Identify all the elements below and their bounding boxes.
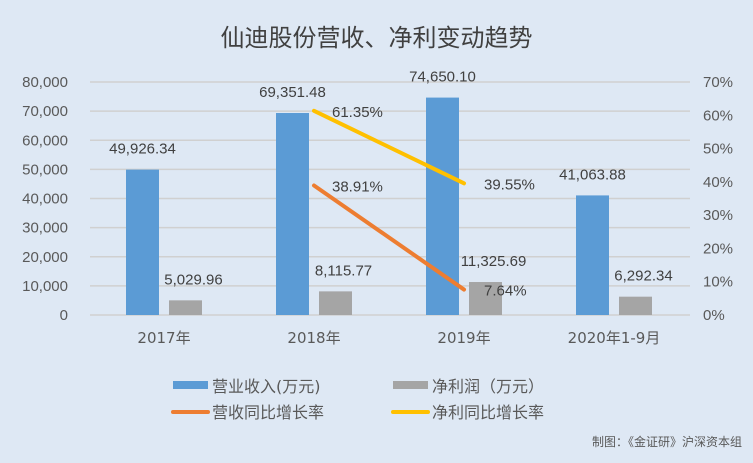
left-tick-label: 60,000 [22, 132, 68, 149]
left-axis: 0 10,000 20,000 30,000 40,000 50,000 60,000 70,… [22, 74, 68, 324]
legend-label: 净利润（万元） [432, 377, 544, 396]
revenue-growth-line [312, 183, 466, 292]
right-tick-label: 60% [703, 107, 733, 124]
line-data-label: 61.35% [332, 104, 383, 121]
category-label: 2017年 [137, 329, 190, 347]
net-profit-growth-line [312, 108, 466, 186]
right-tick-label: 70% [703, 74, 733, 91]
left-tick-label: 20,000 [22, 249, 68, 266]
legend-label: 营收同比增长率 [212, 403, 324, 422]
revenue-bar [276, 113, 309, 315]
bar-data-label: 5,029.96 [164, 271, 222, 288]
right-axis: 0% 10% 20% 30% 40% 50% 60% 70% [703, 74, 733, 324]
gridlines [90, 81, 690, 316]
right-tick-label: 40% [703, 174, 733, 191]
bar-data-label: 49,926.34 [109, 141, 176, 158]
left-tick-label: 70,000 [22, 103, 68, 120]
right-tick-label: 0% [703, 307, 725, 324]
line-data-label: 7.64% [484, 283, 527, 300]
bars: 49,926.34 69,351.48 74,650.10 41,063.88 5,02… [109, 69, 673, 316]
left-tick-label: 0 [60, 307, 68, 324]
net-profit-bar [619, 296, 652, 315]
chart-title: 仙迪股份营收、净利变动趋势 [220, 24, 533, 52]
bar-data-label: 69,351.48 [259, 84, 326, 101]
lines: 38.91% 7.64% 61.35% 39.55% [312, 104, 535, 300]
bar-data-label: 6,292.34 [614, 268, 672, 285]
legend: 营业收入(万元) 净利润（万元） 营收同比增长率 净利同比增长率 [171, 377, 544, 422]
net-profit-bar [169, 300, 202, 315]
legend-swatch [173, 381, 208, 389]
right-tick-label: 50% [703, 141, 733, 158]
left-tick-label: 10,000 [22, 278, 68, 295]
revenue-bar [426, 97, 459, 316]
right-tick-label: 30% [703, 207, 733, 224]
line-data-label: 39.55% [484, 176, 535, 193]
right-tick-label: 20% [703, 240, 733, 257]
legend-label: 净利同比增长率 [432, 403, 544, 422]
right-tick-label: 10% [703, 274, 733, 291]
net-profit-bar [469, 282, 502, 315]
left-tick-label: 30,000 [22, 220, 68, 237]
left-tick-label: 50,000 [22, 161, 68, 178]
category-label: 2018年 [287, 329, 340, 347]
revenue-bar [576, 195, 609, 315]
bar-data-label: 11,325.69 [461, 253, 527, 270]
left-tick-label: 80,000 [22, 74, 68, 91]
legend-label: 营业收入(万元) [212, 377, 321, 396]
bar-data-label: 41,063.88 [559, 166, 626, 183]
bar-data-label: 8,115.77 [315, 262, 372, 279]
revenue-bar [126, 169, 159, 315]
category-axis: 2017年 2018年 2019年 2020年1-9月 [137, 329, 660, 347]
category-label: 2020年1-9月 [568, 329, 661, 347]
left-tick-label: 40,000 [22, 191, 68, 208]
line-data-label: 38.91% [332, 178, 383, 195]
legend-swatch [393, 381, 428, 389]
bar-data-label: 74,650.10 [409, 69, 476, 86]
net-profit-bar [319, 291, 352, 315]
source-note: 制图：《金证研》沪深资本组 [591, 435, 742, 449]
category-label: 2019年 [437, 329, 490, 347]
